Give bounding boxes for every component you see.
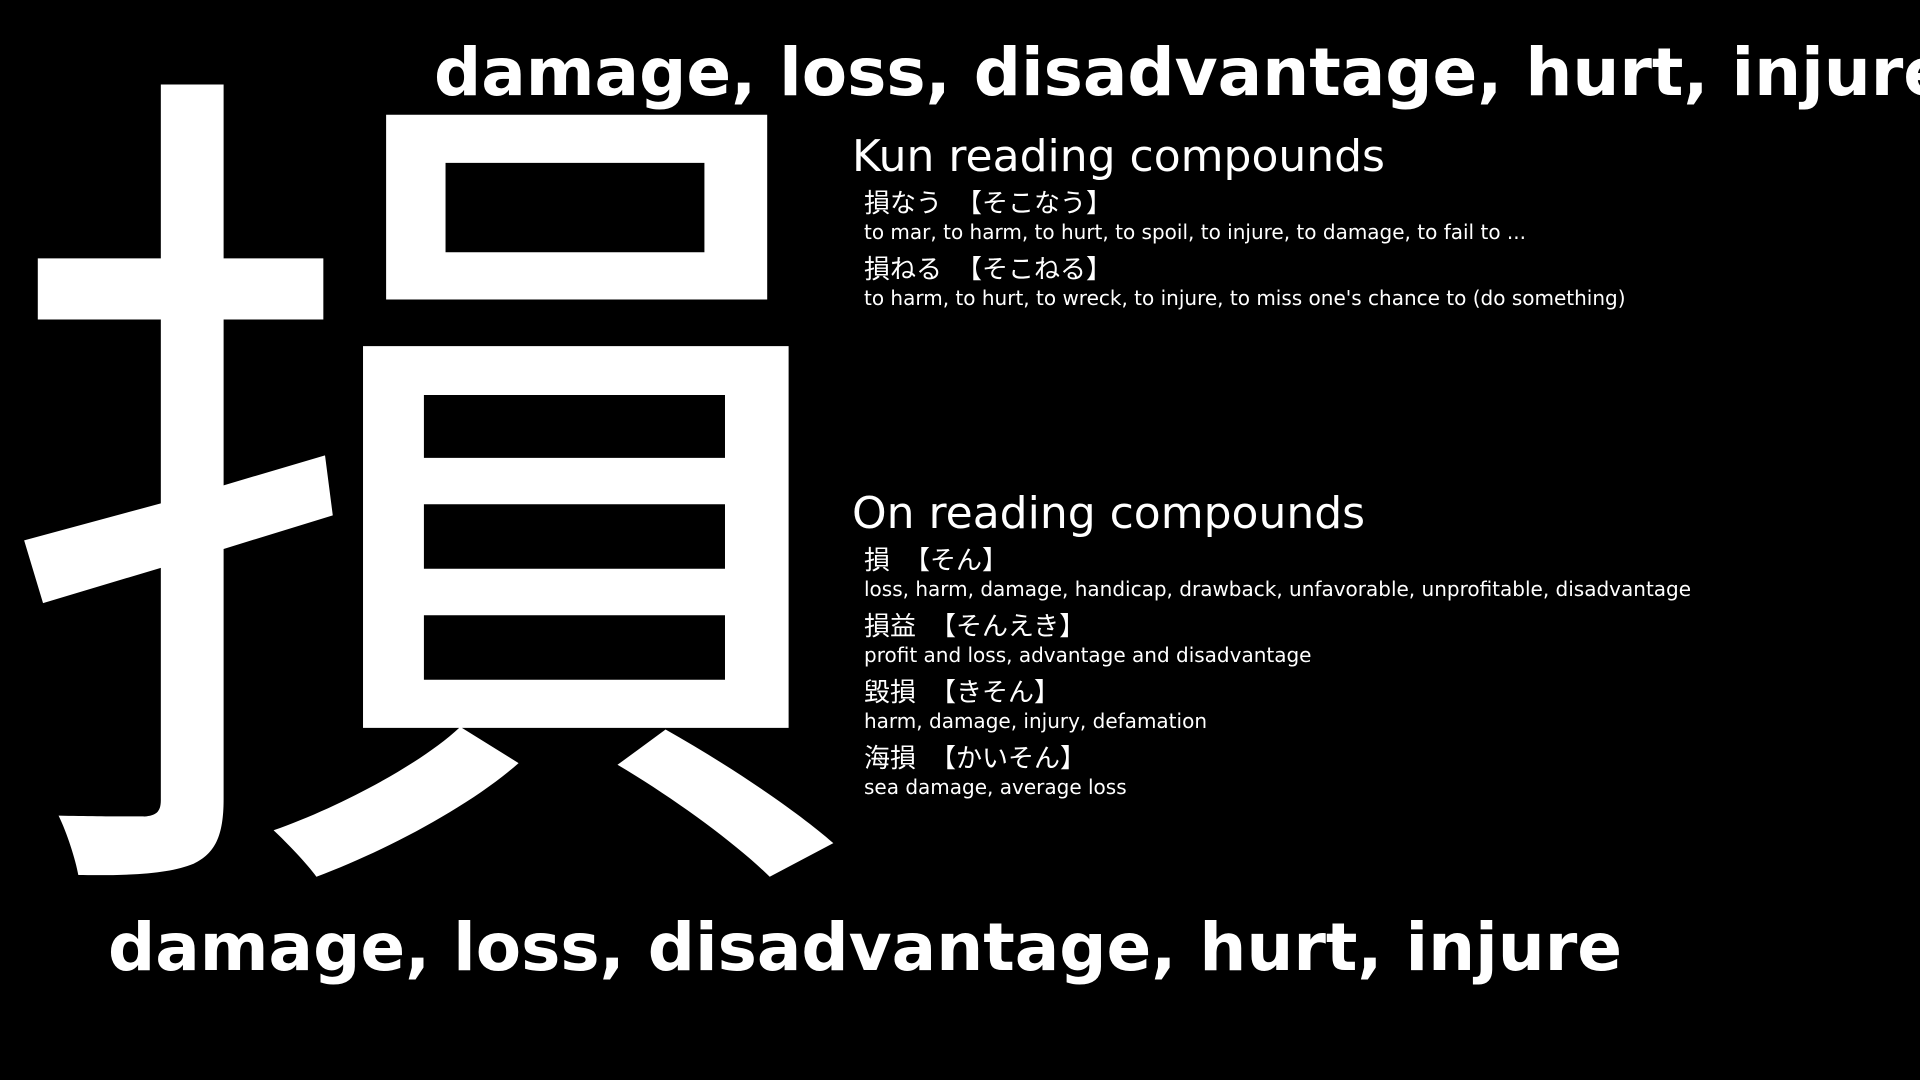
- entry-reading: 【そんえき】: [930, 612, 1086, 642]
- kun-entry: 損なう 【そこなう】 to mar, to harm, to hurt, to s…: [864, 188, 1892, 244]
- on-heading: On reading compounds: [852, 488, 1366, 539]
- entry-gloss: profit and loss, advantage and disadvant…: [864, 643, 1312, 667]
- entry-reading: 【そん】: [904, 546, 1009, 576]
- entry-gloss: harm, damage, injury, defamation: [864, 709, 1207, 733]
- kun-compounds-section: Kun reading compounds 損なう 【そこなう】 to mar, …: [852, 128, 1892, 320]
- entry-gloss: to harm, to hurt, to wreck, to injure, t…: [864, 286, 1626, 310]
- entry-term: 損ねる: [864, 255, 943, 285]
- entry-reading: 【そこねる】: [956, 255, 1113, 285]
- kanji-character: 損: [0, 9, 860, 1010]
- kun-entry: 損ねる 【そこねる】 to harm, to hurt, to wreck, to…: [864, 254, 1892, 310]
- entry-gloss: to mar, to harm, to hurt, to spoil, to i…: [864, 220, 1526, 244]
- meaning-bottom: damage, loss, disadvantage, hurt, injure: [108, 909, 1623, 986]
- entry-gloss: sea damage, average loss: [864, 775, 1127, 799]
- on-entry: 損【そん】 loss, harm, damage, handicap, draw…: [864, 545, 1892, 601]
- entry-gloss: loss, harm, damage, handicap, drawback, …: [864, 577, 1692, 601]
- entry-reading: 【きそん】: [930, 678, 1061, 708]
- on-entry: 毀損 【きそん】 harm, damage, injury, defamation: [864, 677, 1892, 733]
- on-entry: 損益 【そんえき】 profit and loss, advantage and …: [864, 611, 1892, 667]
- kun-heading: Kun reading compounds: [852, 131, 1385, 182]
- meaning-top: damage, loss, disadvantage, hurt, injure: [434, 34, 1920, 111]
- entry-reading: 【かいそん】: [930, 744, 1087, 774]
- entry-term: 損なう: [864, 189, 943, 219]
- entry-term: 海損: [864, 744, 917, 774]
- on-entry: 海損 【かいそん】 sea damage, average loss: [864, 743, 1892, 799]
- entry-term: 毀損: [864, 678, 917, 708]
- on-compounds-section: On reading compounds 損【そん】 loss, harm, d…: [852, 485, 1892, 809]
- entry-reading: 【そこなう】: [956, 189, 1113, 219]
- entry-term: 損: [864, 546, 891, 576]
- entry-term: 損益: [864, 612, 917, 642]
